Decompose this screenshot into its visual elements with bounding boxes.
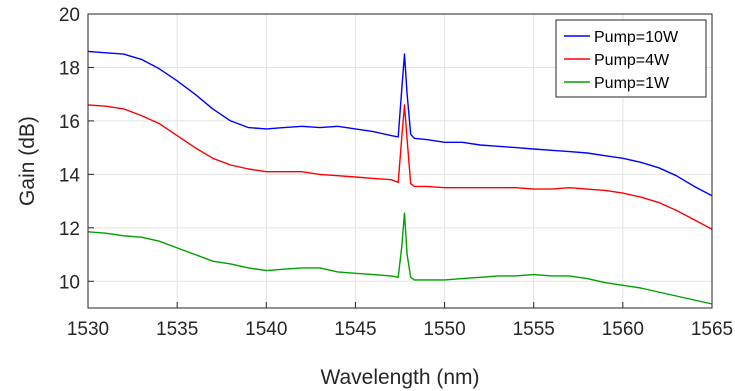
x-tick-label: 1530 xyxy=(67,319,109,340)
y-tick-label: 10 xyxy=(59,272,80,293)
series-line-pump-1w xyxy=(87,212,713,305)
legend-label: Pump=1W xyxy=(594,75,670,92)
x-tick-label: 1535 xyxy=(156,319,198,340)
ticks: 1530 1535 1540 1545 1550 1555 1560 1565 10 12 14 16… xyxy=(59,5,733,340)
y-axis-label: Gain (dB) xyxy=(16,116,39,206)
y-tick-label: 14 xyxy=(59,165,81,186)
y-tick-label: 20 xyxy=(59,5,80,26)
y-tick-label: 18 xyxy=(59,58,80,79)
x-tick-label: 1545 xyxy=(334,319,376,340)
plot-frame xyxy=(87,13,713,309)
x-tick-label: 1550 xyxy=(423,319,465,340)
legend: Pump=10W Pump=4W Pump=1W xyxy=(555,19,707,98)
x-tick-label: 1560 xyxy=(602,319,644,340)
series-line-pump-4w xyxy=(87,104,713,230)
x-axis-label: Wavelength (nm) xyxy=(320,366,479,389)
x-tick-label: 1540 xyxy=(245,319,287,340)
legend-label: Pump=10W xyxy=(594,29,679,46)
y-tick-label: 16 xyxy=(59,112,80,133)
series-layer xyxy=(87,50,713,305)
x-tick-label: 1555 xyxy=(513,319,555,340)
x-tick-label: 1565 xyxy=(691,319,733,340)
legend-label: Pump=4W xyxy=(594,52,670,69)
y-tick-label: 12 xyxy=(59,219,80,240)
series-line-pump-10w xyxy=(87,50,713,197)
